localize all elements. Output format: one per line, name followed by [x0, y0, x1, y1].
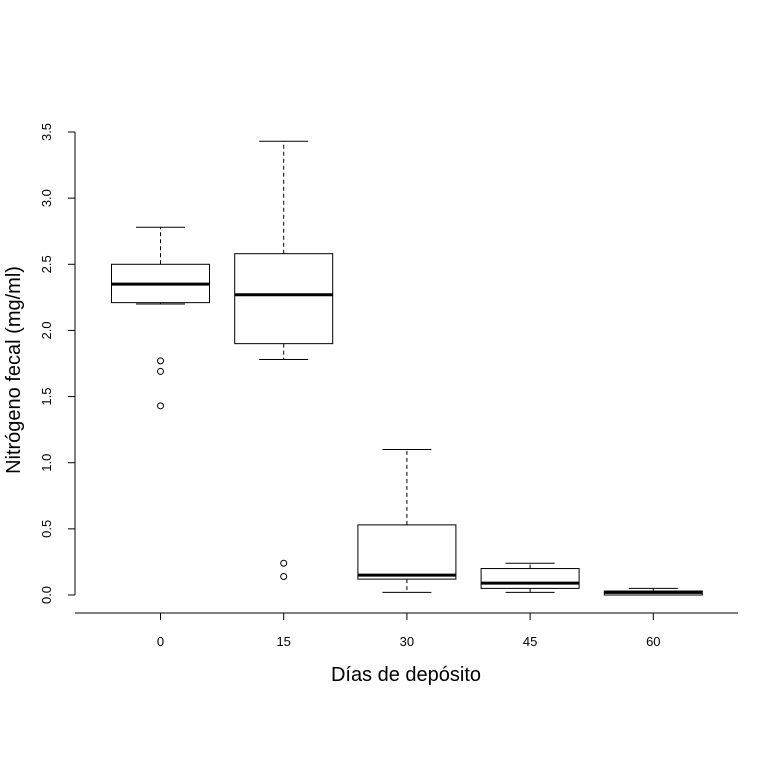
x-tick-label: 45	[523, 634, 537, 649]
box	[357, 524, 457, 580]
box-group-45	[480, 562, 580, 593]
boxes	[111, 140, 703, 596]
box	[234, 253, 334, 345]
outlier-point	[280, 572, 288, 580]
y-tick-label: 1.0	[39, 454, 54, 472]
axes: 0.0 0.5 1.0 1.5 2.0 2.5 3.0 3.5 0 15 30 45 60	[39, 123, 738, 649]
y-tick-label: 0.0	[39, 586, 54, 604]
y-tick-label: 0.5	[39, 520, 54, 538]
x-tick-label: 15	[276, 634, 290, 649]
y-tick-label: 3.0	[39, 189, 54, 207]
outlier-point	[157, 402, 164, 410]
x-axis-label: Días de depósito	[331, 664, 481, 686]
box-group-15	[234, 140, 334, 580]
box-group-0	[111, 226, 210, 410]
y-axis-label: Nitrógeno fecal (mg/ml)	[3, 266, 25, 474]
y-tick-label: 2.0	[39, 321, 54, 339]
box	[480, 568, 580, 589]
outlier-point	[157, 367, 164, 375]
x-tick-label: 30	[400, 634, 414, 649]
outlier-point	[157, 357, 164, 365]
outlier-point	[280, 559, 288, 567]
box-group-30	[357, 448, 457, 593]
y-tick-label: 1.5	[39, 388, 54, 406]
x-tick-label: 60	[646, 634, 660, 649]
y-tick-label: 3.5	[39, 123, 54, 141]
box-group-60	[603, 587, 703, 596]
y-tick-label: 2.5	[39, 255, 54, 273]
x-tick-label: 0	[157, 634, 164, 649]
